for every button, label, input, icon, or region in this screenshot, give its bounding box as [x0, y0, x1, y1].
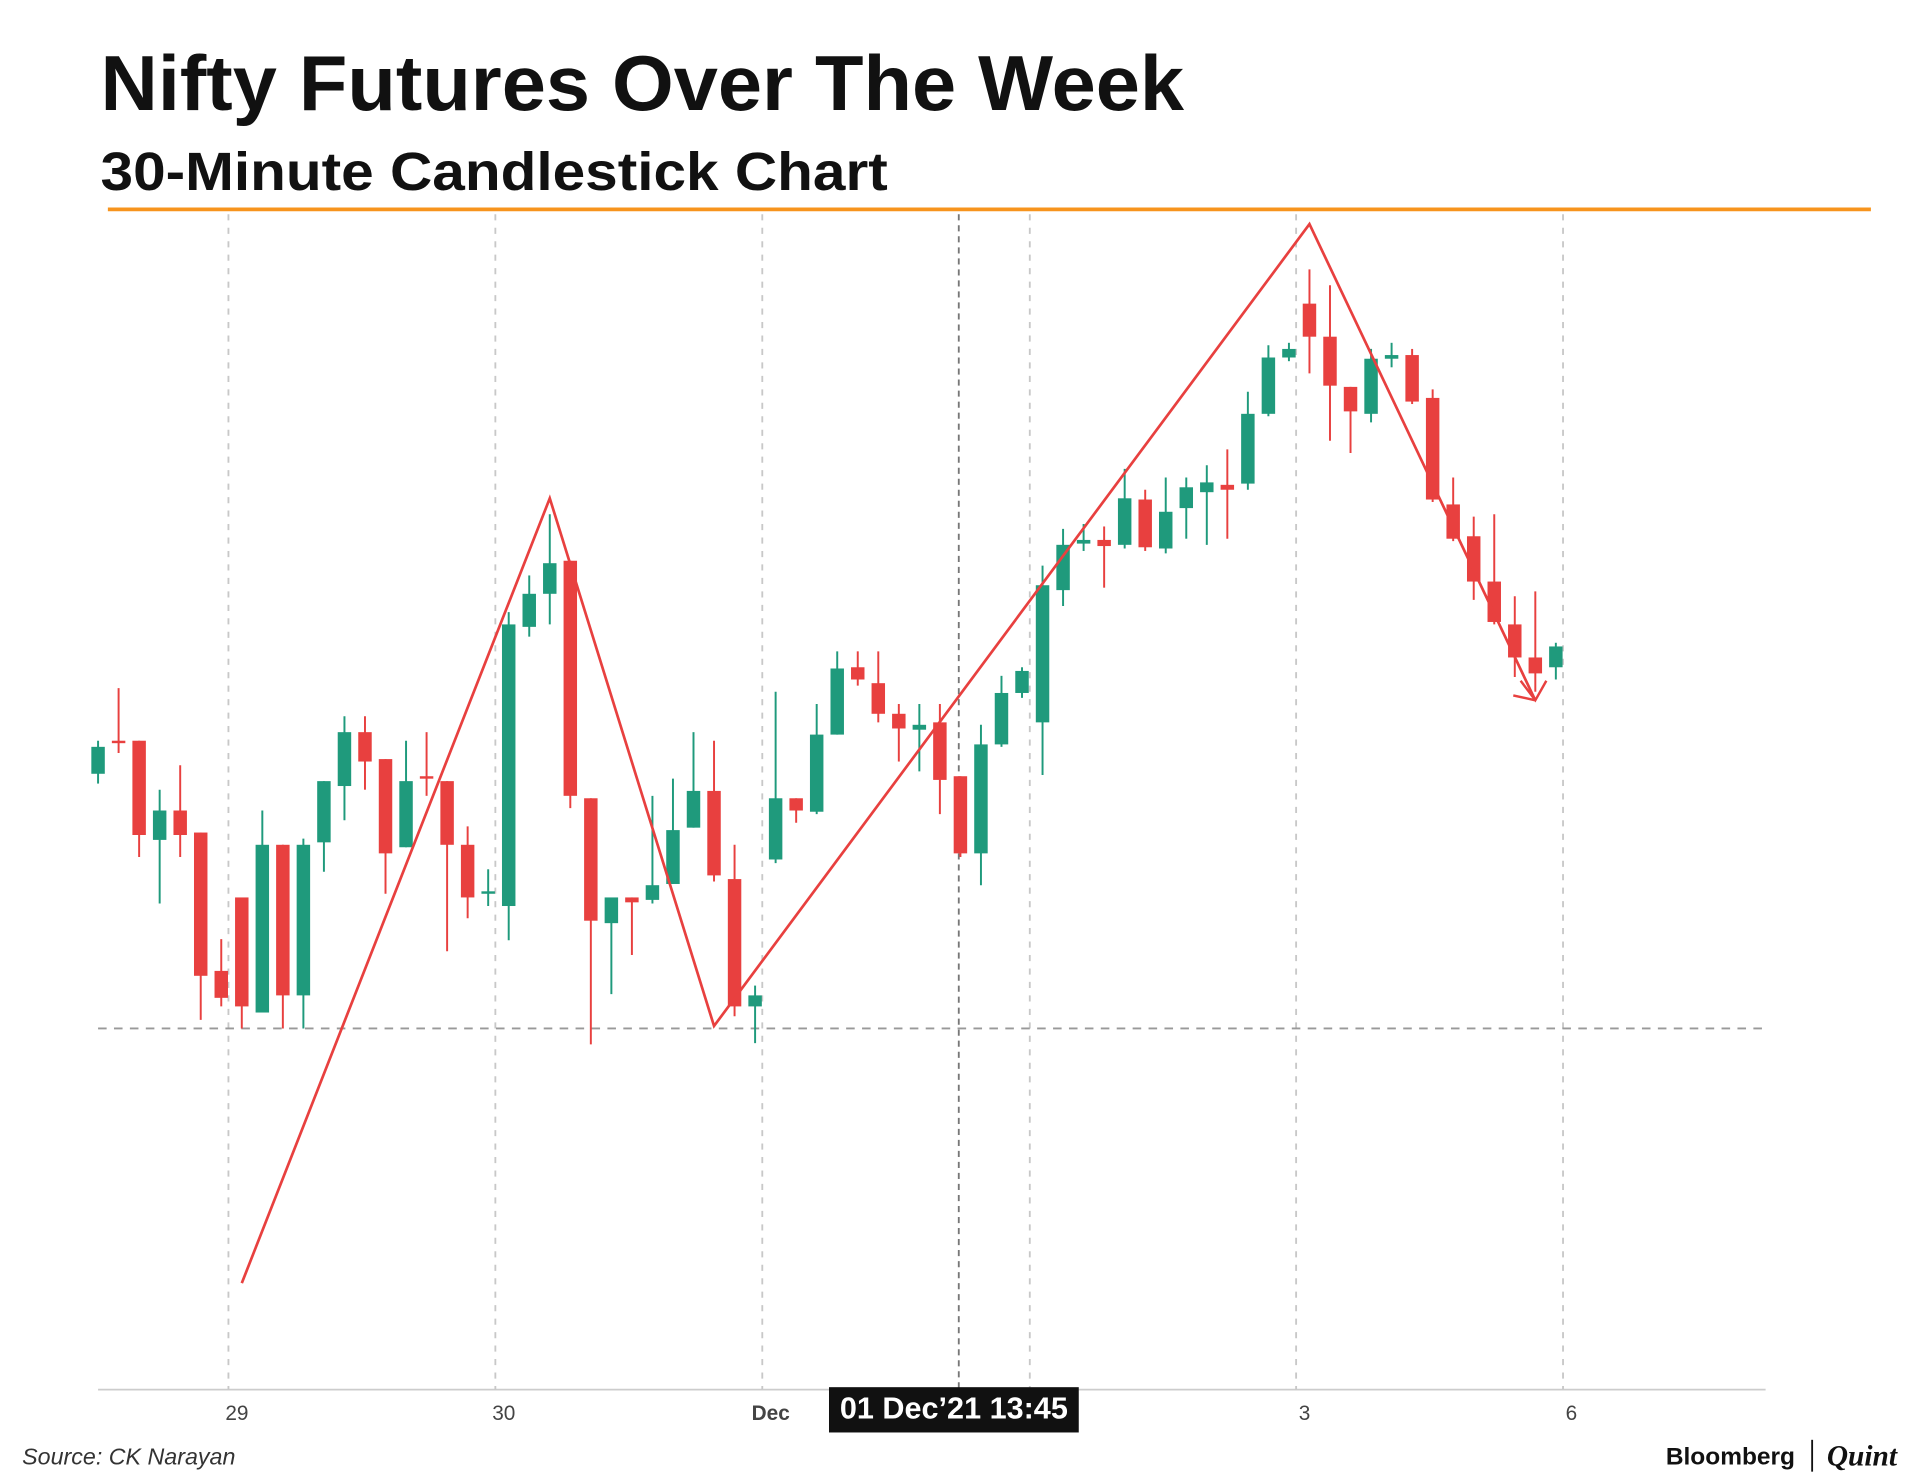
candle-body: [1487, 581, 1501, 622]
candle-body: [789, 798, 803, 811]
candle-body: [830, 668, 844, 735]
zigzag-line: [240, 221, 1537, 1284]
candle-body: [1528, 657, 1543, 674]
candle-body: [748, 995, 762, 1007]
candle-body: [1261, 357, 1276, 414]
crosshair-label: 01 Dec’21 13:45: [840, 1392, 1068, 1426]
x-tick-label: Dec: [752, 1402, 790, 1425]
zigzag-arrowhead: [1513, 679, 1548, 703]
candle-body: [1076, 539, 1091, 544]
candle-body: [994, 692, 1009, 745]
x-tick-label: 30: [492, 1402, 515, 1425]
candle-body: [686, 790, 701, 828]
candle-body: [193, 832, 208, 976]
candle-body: [1446, 504, 1460, 539]
candle-body: [337, 732, 352, 787]
candle-body: [563, 560, 578, 796]
candle-body: [1364, 358, 1378, 414]
candle-body: [1302, 303, 1317, 337]
candle-body: [851, 667, 865, 680]
candle-body: [1282, 348, 1296, 358]
candle-body: [1035, 585, 1050, 723]
candle-body: [727, 879, 742, 1007]
chart-subtitle: 30-Minute Candlestick Chart: [101, 142, 888, 202]
candle-body: [1117, 498, 1132, 545]
candle-body: [276, 844, 290, 996]
candle-body: [358, 732, 372, 762]
candle-body: [871, 683, 886, 714]
candle-body: [584, 798, 598, 921]
x-tick-label: 3: [1299, 1402, 1311, 1425]
plot-area: 29 30 Dec 3 6: [91, 214, 1764, 1425]
candle-body: [399, 781, 413, 848]
candle-body: [1466, 536, 1481, 582]
candle-body: [768, 798, 783, 860]
candle-body: [1056, 544, 1070, 591]
crosshair-box: [828, 1387, 1079, 1433]
candle-body: [419, 776, 434, 779]
candle-body: [440, 781, 454, 845]
candle-body: [1159, 511, 1173, 549]
candle-body: [625, 897, 639, 903]
candle-body: [1384, 355, 1399, 359]
candle-body: [173, 810, 187, 835]
candle-body: [809, 734, 824, 812]
candle-body: [666, 830, 680, 884]
candle-body: [543, 563, 557, 594]
brand-bloomberg: Bloomberg: [1666, 1443, 1795, 1470]
candle-body: [460, 844, 475, 898]
candle-body: [1220, 484, 1235, 490]
candle-body: [892, 713, 906, 729]
source-note: Source: CK Narayan: [22, 1443, 235, 1469]
candle-body: [1200, 482, 1214, 493]
candle-body: [1138, 499, 1152, 548]
candle-body: [1097, 539, 1111, 547]
candle-body: [645, 885, 660, 900]
candle-body: [152, 810, 167, 840]
candle-body: [974, 744, 988, 854]
chart-title: Nifty Futures Over The Week: [101, 39, 1185, 127]
brand-quint: Quint: [1827, 1441, 1898, 1473]
candle-body: [481, 891, 495, 894]
candle-body: [707, 790, 721, 876]
candle-body: [317, 781, 331, 843]
candle-body: [214, 970, 228, 998]
candle-body: [1241, 413, 1255, 484]
candle-body: [501, 624, 516, 907]
candle-body: [1179, 487, 1194, 509]
candle-body: [235, 897, 249, 1007]
candle-body: [132, 740, 146, 835]
candle-body: [1015, 670, 1029, 693]
x-tick-label: 6: [1566, 1402, 1578, 1425]
candle-body: [1508, 624, 1522, 658]
candle-body: [91, 746, 105, 774]
candle-body: [953, 776, 968, 854]
candle-body: [111, 740, 126, 744]
candle-body: [1549, 646, 1563, 668]
candle-body: [1343, 386, 1358, 412]
candle-body: [378, 759, 393, 854]
candle-body: [1405, 355, 1419, 402]
candle-body: [296, 844, 311, 996]
candle-body: [522, 593, 536, 627]
candle-body: [912, 724, 927, 730]
candle-body: [933, 722, 947, 780]
candle-body: [604, 897, 619, 924]
candle-body: [255, 844, 270, 1013]
x-tick-label: 29: [225, 1402, 248, 1425]
candle-body: [1323, 336, 1337, 386]
